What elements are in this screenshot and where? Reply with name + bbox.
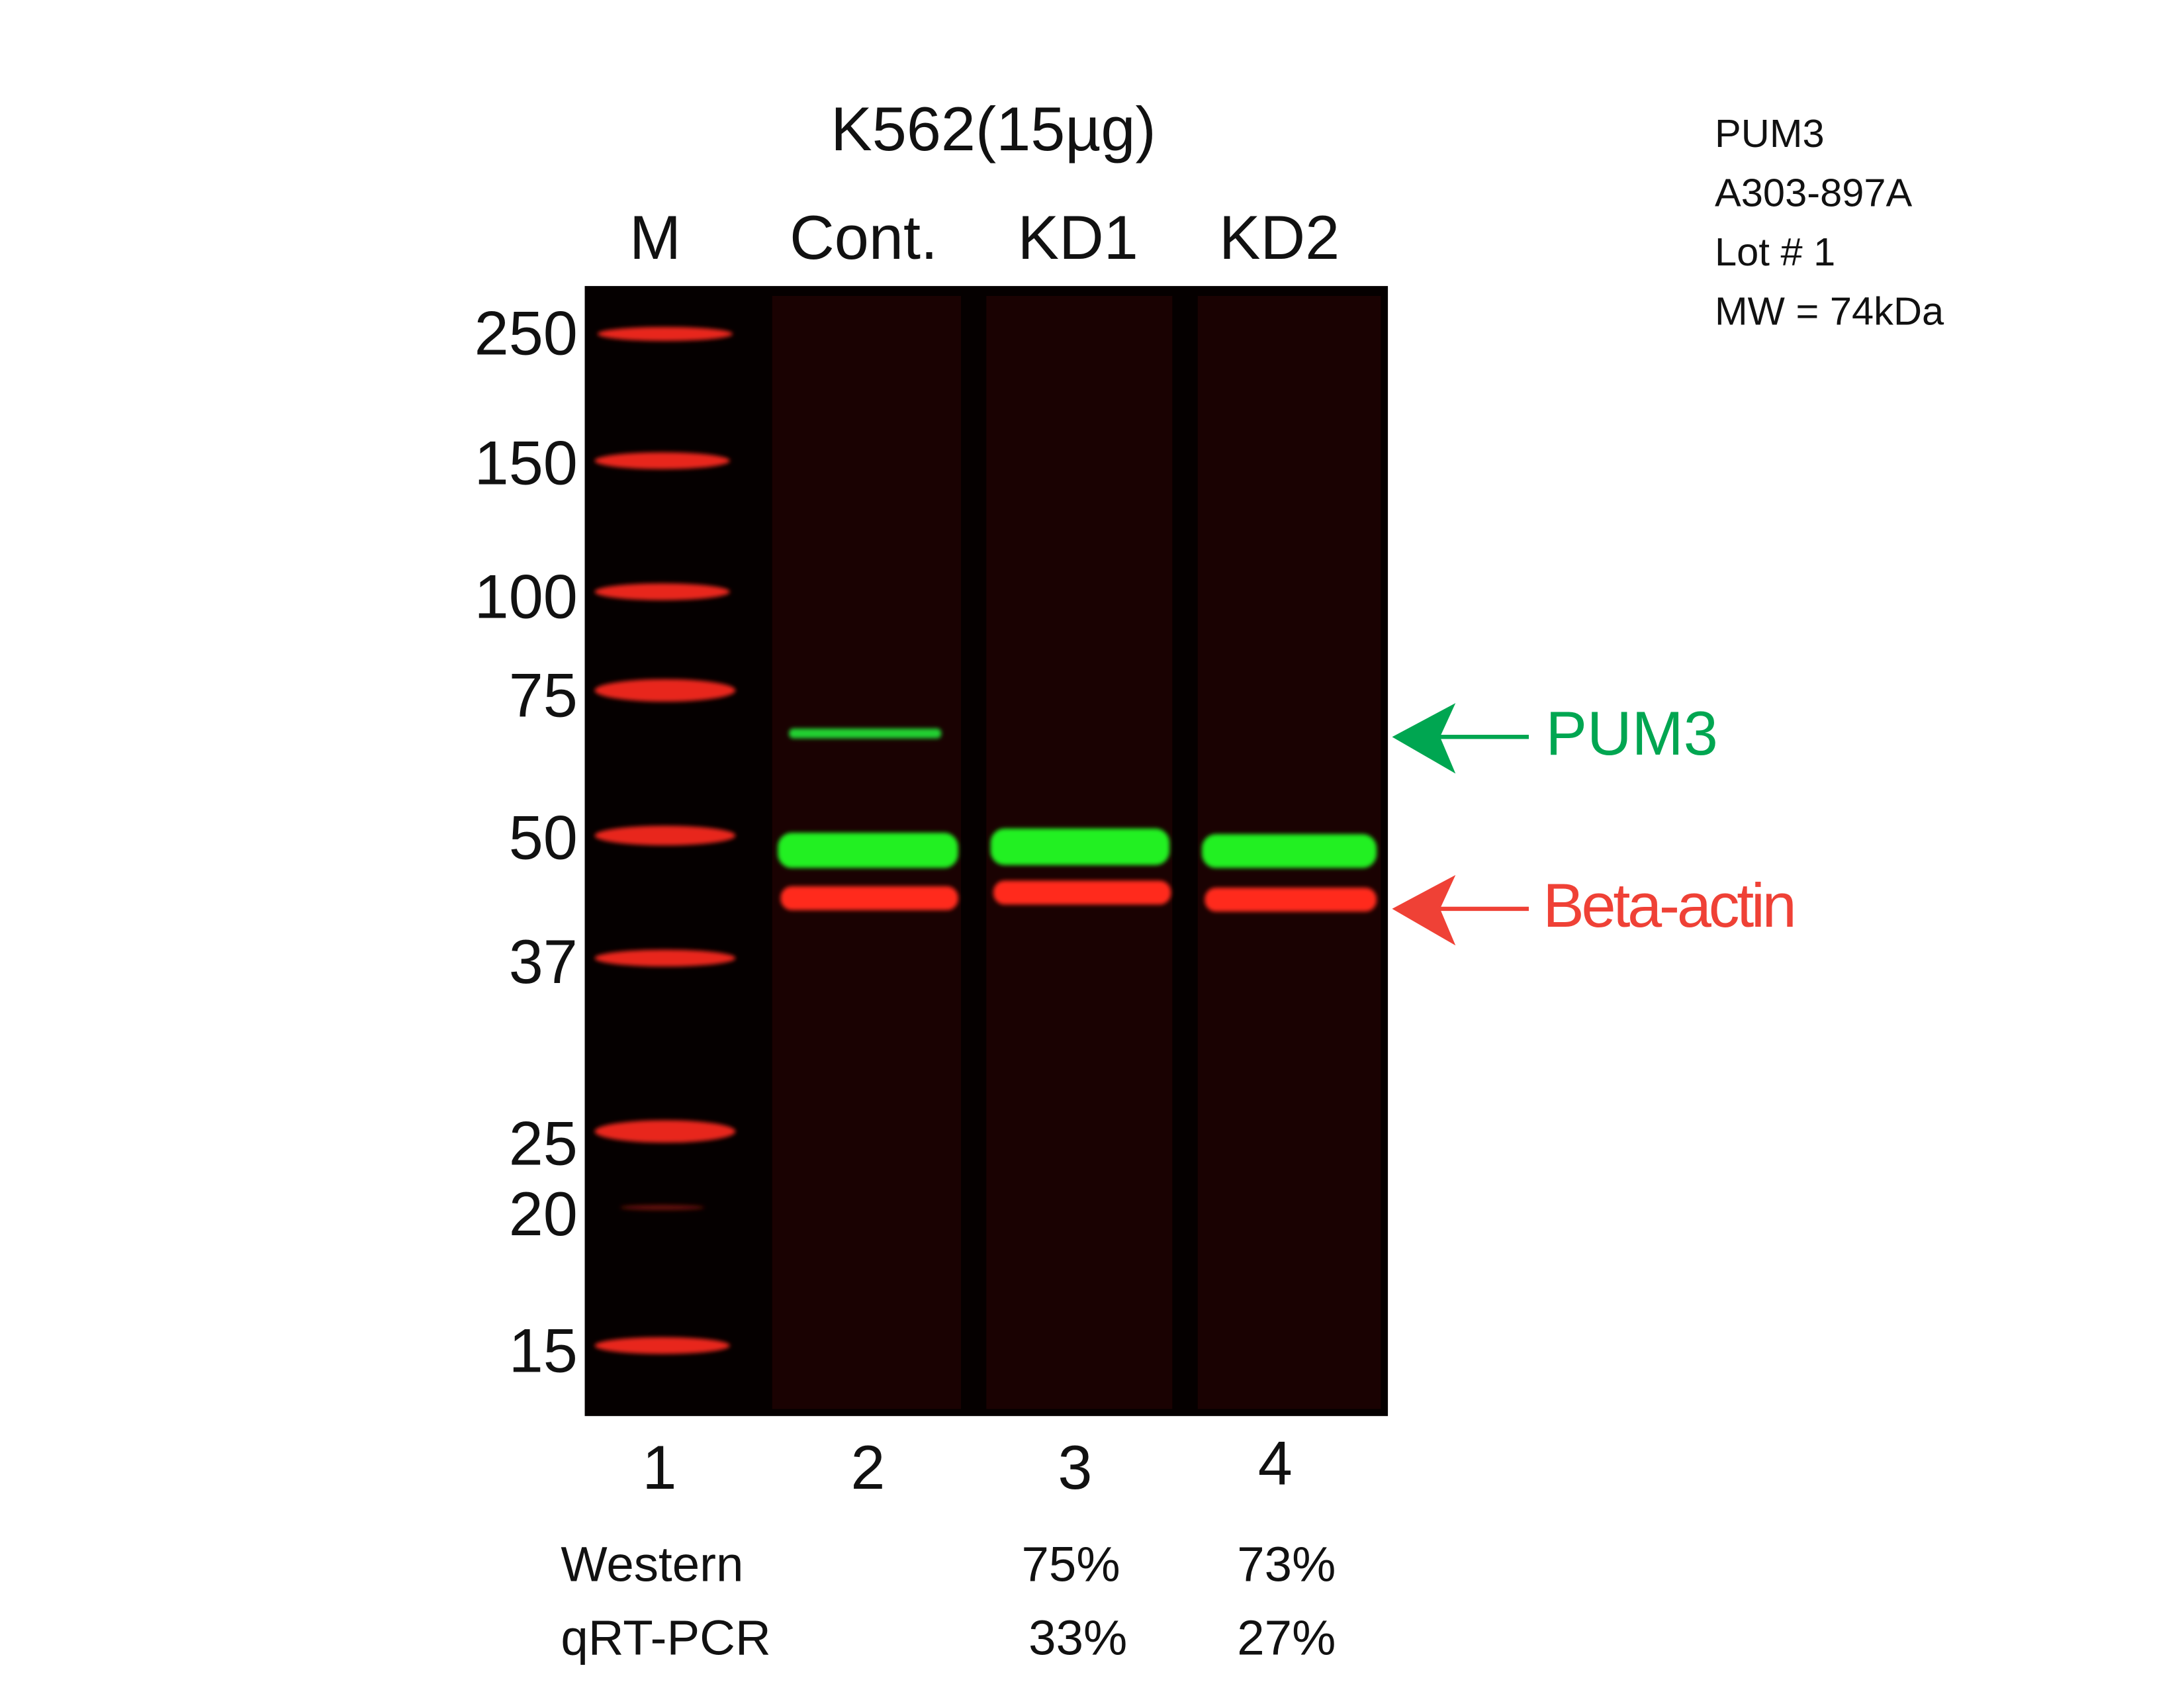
- info-line: A303-897A: [1715, 171, 1912, 215]
- lane-label: M: [629, 203, 681, 272]
- lane-label: KD1: [1018, 203, 1138, 272]
- pum3-band: [789, 728, 942, 739]
- info-block: PUM3 A303-897A Lot # 1 MW = 74kDa: [1715, 111, 1944, 333]
- lane-number: 2: [850, 1432, 885, 1502]
- marker-label: 37: [509, 927, 578, 996]
- lane-label: Cont.: [790, 203, 938, 272]
- row-value: 33%: [1028, 1610, 1127, 1665]
- actin-bands: [780, 880, 1377, 912]
- row-value: 73%: [1237, 1537, 1336, 1592]
- ladder: [594, 326, 736, 1354]
- row-label: Western: [561, 1537, 743, 1592]
- marker-label: 20: [509, 1179, 578, 1248]
- info-line: PUM3: [1715, 111, 1825, 156]
- marker-label: 150: [475, 428, 578, 497]
- green-bands: [778, 828, 1377, 868]
- marker-label: 50: [509, 803, 578, 872]
- actin-arrow: [1392, 874, 1529, 946]
- marker-label: 250: [475, 299, 578, 368]
- marker-label: 15: [509, 1315, 578, 1385]
- lane-number: 3: [1058, 1432, 1092, 1502]
- pum3-arrow: [1392, 703, 1529, 774]
- row-value: 75%: [1022, 1537, 1120, 1592]
- title: K562(15µg): [831, 94, 1156, 164]
- marker-label: 100: [475, 562, 578, 632]
- row-value: 27%: [1237, 1610, 1336, 1665]
- row-label: qRT-PCR: [561, 1610, 770, 1665]
- info-line: MW = 74kDa: [1715, 289, 1944, 333]
- marker-label: 25: [509, 1109, 578, 1178]
- lane-number: 1: [642, 1432, 676, 1502]
- marker-label: 75: [509, 661, 578, 730]
- pum3-label: PUM3: [1546, 698, 1718, 768]
- info-line: Lot # 1: [1715, 230, 1835, 274]
- actin-label: Beta-actin: [1543, 870, 1794, 940]
- lane-label: KD2: [1219, 203, 1340, 272]
- lane-number: 4: [1258, 1429, 1293, 1498]
